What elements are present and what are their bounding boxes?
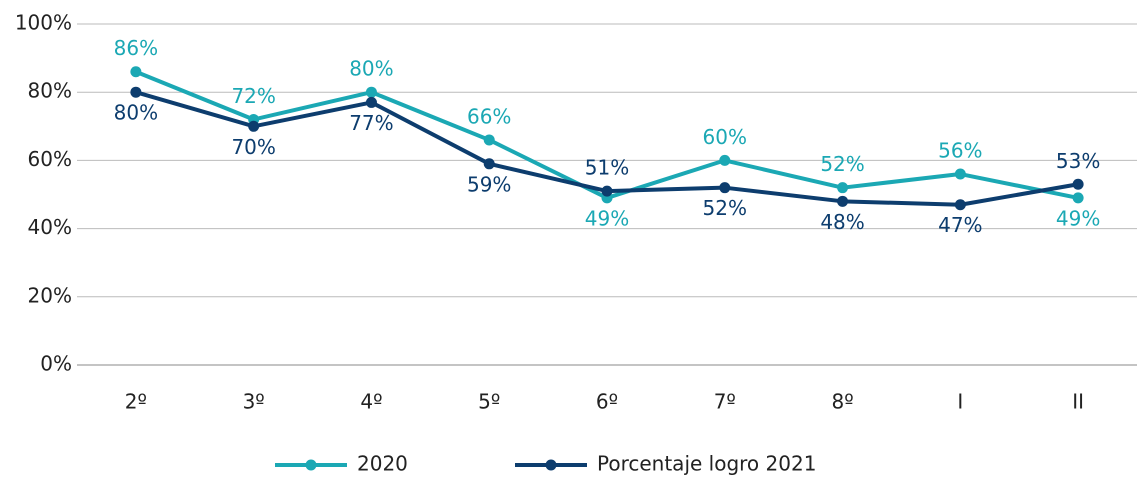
point [601,185,613,197]
point [837,182,849,194]
data-label: 53% [1056,149,1100,173]
data-label: 80% [349,57,393,81]
data-label: 60% [703,125,747,149]
data-label: 70% [231,135,275,159]
legend-marker [305,459,317,471]
y-tick-label: 20% [28,283,72,307]
x-tick-label: 5º [478,390,500,414]
legend-marker [545,459,557,471]
point [1072,178,1084,190]
data-label: 66% [467,104,511,128]
point [365,86,377,98]
data-label: 52% [703,196,747,220]
point [719,182,731,194]
data-label: 86% [114,36,158,60]
x-tick-label: I [957,390,963,414]
point [483,158,495,170]
y-tick-label: 100% [15,11,72,35]
data-label: 48% [820,210,864,234]
y-tick-label: 40% [28,215,72,239]
point [837,195,849,207]
data-label: 52% [820,152,864,176]
x-tick-label: 4º [360,390,382,414]
y-tick-label: 0% [40,352,72,376]
point [365,96,377,108]
data-label: 49% [585,206,629,230]
data-label: 72% [231,84,275,108]
x-tick-label: 7º [714,390,736,414]
point [130,66,142,78]
x-tick-label: II [1072,390,1084,414]
data-label: 56% [938,139,982,163]
point [719,154,731,166]
y-tick-label: 80% [28,79,72,103]
point [1072,192,1084,204]
data-label: 59% [467,172,511,196]
data-label: 80% [114,101,158,125]
x-tick-label: 8º [831,390,853,414]
data-label: 47% [938,213,982,237]
point [130,86,142,98]
x-tick-label: 6º [596,390,618,414]
point [248,120,260,132]
x-tick-label: 2º [125,390,147,414]
point [954,199,966,211]
data-label: 49% [1056,206,1100,230]
data-label: 51% [585,156,629,180]
y-tick-label: 60% [28,147,72,171]
point [954,168,966,180]
legend-label: 2020 [357,452,408,476]
data-label: 77% [349,111,393,135]
point [483,134,495,146]
legend-label: Porcentaje logro 2021 [597,452,816,476]
x-tick-label: 3º [243,390,265,414]
